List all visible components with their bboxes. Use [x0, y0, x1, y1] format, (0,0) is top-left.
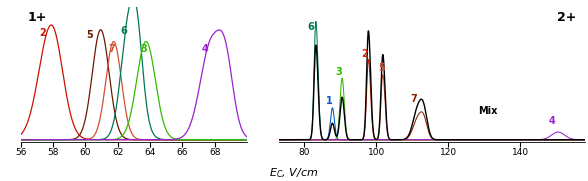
Text: 1+: 1+ — [28, 11, 47, 24]
Text: 7: 7 — [109, 44, 115, 54]
Text: Mix: Mix — [478, 106, 497, 116]
Text: 4: 4 — [549, 116, 555, 126]
Text: 5: 5 — [378, 63, 385, 73]
Text: 6: 6 — [308, 22, 314, 32]
Text: 3: 3 — [140, 44, 147, 54]
Text: 7: 7 — [411, 94, 417, 104]
Text: 4: 4 — [202, 44, 209, 54]
Text: 6: 6 — [120, 26, 127, 36]
Text: 1: 1 — [326, 96, 333, 106]
Text: 5: 5 — [86, 30, 93, 40]
Text: $E_{C}$, V/cm: $E_{C}$, V/cm — [269, 166, 319, 180]
Text: 2+: 2+ — [556, 11, 576, 24]
Text: 2: 2 — [362, 49, 368, 59]
Text: 2: 2 — [39, 28, 46, 38]
Text: 3: 3 — [335, 67, 342, 77]
